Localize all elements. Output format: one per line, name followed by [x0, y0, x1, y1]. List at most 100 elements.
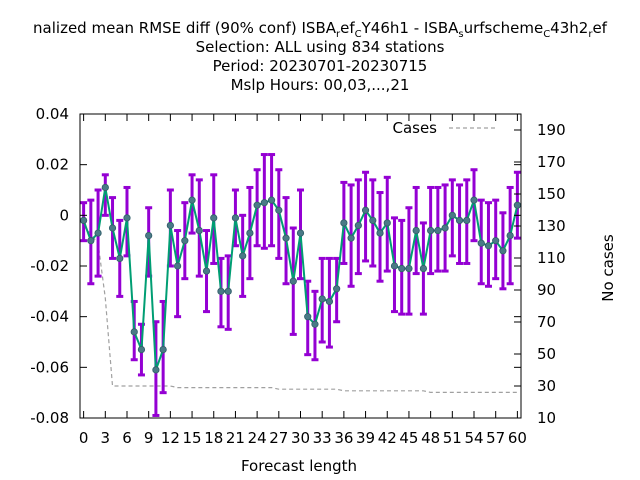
data-point: [159, 345, 167, 354]
subtitle-period: Period: 20230701-20230715: [213, 57, 428, 75]
data-point: [282, 234, 290, 242]
data-point: [202, 267, 211, 275]
data-point: [354, 221, 362, 230]
y2-tick-label: 90: [537, 281, 556, 299]
data-point: [166, 221, 174, 230]
data-point: [318, 295, 326, 303]
y-axis-ticks: -0.08 -0.06 -0.04 -0.02 0 0.02 0.04: [30, 105, 521, 427]
title-sub-5: r: [588, 29, 593, 40]
data-point: [448, 211, 456, 219]
x-axis-label: Forecast length: [241, 457, 357, 475]
x-tick-label: 48: [421, 429, 440, 447]
data-point: [152, 366, 160, 374]
chart-title: nalized mean RMSE diff (90% conf) ISBAre…: [33, 19, 608, 40]
data-point: [130, 328, 138, 336]
x-tick-label: 42: [378, 429, 397, 447]
y2-tick-label: 190: [537, 121, 566, 139]
data-point: [470, 196, 478, 204]
data-point: [340, 219, 348, 227]
title-sub-3: s: [458, 29, 463, 40]
x-tick-label: 3: [101, 429, 111, 447]
data-point: [376, 229, 384, 237]
y2-tick-label: 150: [537, 185, 566, 203]
y-tick-label: 0: [59, 206, 69, 224]
data-point: [412, 226, 420, 235]
title-suffix: ef: [592, 19, 607, 37]
data-point: [434, 226, 442, 235]
legend: Cases: [392, 119, 496, 137]
y2-tick-label: 110: [537, 249, 566, 267]
data-point: [101, 183, 109, 192]
x-tick-label: 45: [399, 429, 418, 447]
data-point: [253, 201, 261, 209]
data-point: [246, 229, 254, 237]
data-point: [123, 214, 131, 222]
data-point: [405, 264, 413, 273]
x-tick-label: 27: [269, 429, 288, 447]
y2-axis-label: No cases: [599, 234, 617, 302]
y2-tick-label: 50: [537, 345, 556, 363]
y-tick-label: 0.04: [36, 105, 69, 123]
data-point: [463, 216, 471, 224]
data-point: [398, 264, 406, 273]
y2-tick-label: 130: [537, 217, 566, 235]
title-mid-4: 43h2: [550, 19, 588, 37]
data-point: [484, 242, 493, 250]
data-point: [333, 285, 341, 293]
cases-series: [83, 225, 518, 393]
data-point: [188, 196, 196, 204]
data-point: [513, 201, 521, 209]
y2-tick-label: 70: [537, 313, 556, 331]
data-point: [455, 216, 464, 224]
data-point: [347, 234, 355, 242]
errorbar: [174, 229, 182, 319]
y-tick-label: 0.02: [36, 156, 69, 174]
x-tick-label: 12: [161, 429, 180, 447]
data-point: [80, 216, 88, 224]
data-point: [145, 232, 153, 240]
x-tick-label: 51: [443, 429, 462, 447]
data-point: [369, 216, 377, 224]
x-tick-label: 9: [144, 429, 154, 447]
data-point: [289, 277, 297, 285]
title-prefix: nalized mean RMSE diff (90% conf) ISBA: [33, 19, 337, 37]
data-point: [108, 224, 117, 232]
x-tick-label: 36: [334, 429, 353, 447]
data-point: [506, 232, 514, 240]
errorbar: [101, 173, 109, 217]
legend-label-cases: Cases: [392, 119, 437, 137]
y-tick-label: -0.08: [30, 409, 69, 427]
title-sub-4: C: [543, 29, 550, 40]
errorbar: [405, 206, 413, 316]
data-point: [325, 297, 334, 306]
data-point: [181, 237, 189, 245]
title-mid-1: ef: [340, 19, 355, 37]
x-tick-label: 15: [183, 429, 202, 447]
data-point: [116, 254, 124, 262]
data-point: [361, 206, 370, 214]
y-tick-label: -0.04: [30, 308, 69, 326]
x-tick-label: 54: [464, 429, 483, 447]
rmse-diff-points: [80, 183, 521, 374]
title-mid-2: Y46h1 - ISBA: [361, 19, 459, 37]
x-tick-label: 57: [486, 429, 505, 447]
title-mid-3: urfscheme: [464, 19, 544, 37]
data-point: [441, 224, 449, 232]
data-point: [304, 313, 312, 321]
x-tick-label: 6: [122, 429, 132, 447]
data-point: [260, 199, 268, 207]
data-point: [231, 214, 240, 222]
subtitle-hours: Mslp Hours: 00,03,...,21: [231, 76, 410, 94]
data-point: [195, 226, 203, 235]
subtitle-selection: Selection: ALL using 834 stations: [196, 38, 445, 56]
y-tick-label: -0.06: [30, 358, 69, 376]
data-point: [94, 229, 102, 237]
errorbar: [456, 183, 464, 265]
x-tick-label: 39: [356, 429, 375, 447]
data-point: [137, 345, 146, 354]
y2-axis-ticks: 10 30 50 70 90 110 130 150 170 190: [514, 121, 566, 427]
x-tick-label: 30: [291, 429, 310, 447]
title-sub-2: C: [355, 29, 362, 40]
x-tick-label: 24: [248, 429, 267, 447]
errorbar-series: [80, 153, 521, 417]
